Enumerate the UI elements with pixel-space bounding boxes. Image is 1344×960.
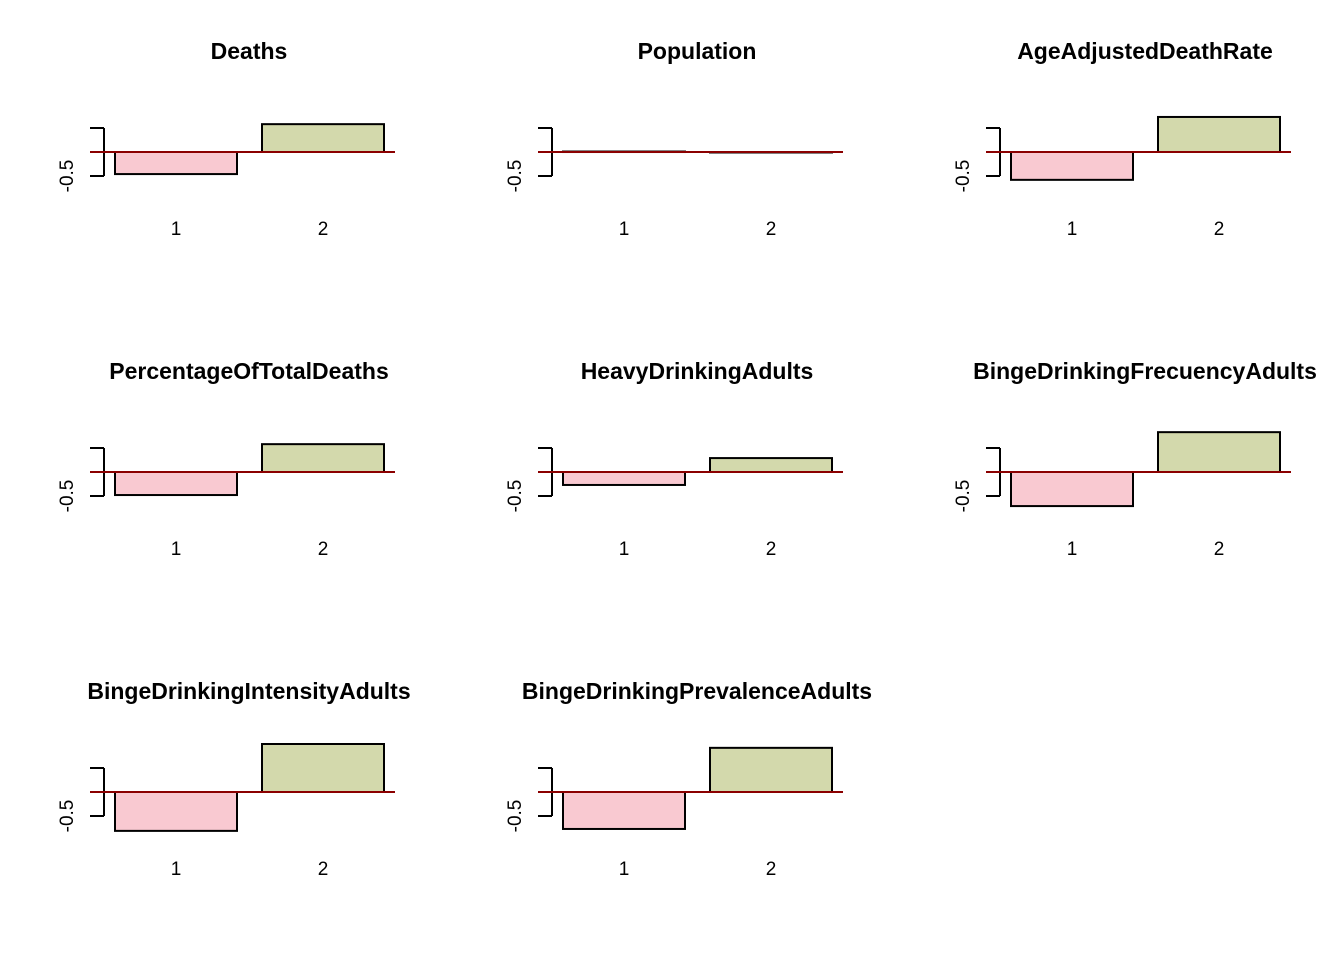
bar — [562, 791, 686, 830]
chart-title: BingeDrinkingPrevalenceAdults — [522, 678, 872, 704]
chart-title: BingeDrinkingIntensityAdults — [87, 678, 410, 704]
y-tick-label: -0.5 — [57, 480, 78, 513]
bar — [1157, 431, 1281, 474]
y-tick-label: -0.5 — [505, 800, 526, 833]
bar — [1010, 151, 1134, 181]
x-tick-label: 2 — [1214, 219, 1225, 240]
bar — [114, 471, 238, 497]
panel: PercentageOfTotalDeaths -0.5 1 2 — [57, 358, 395, 560]
panel: HeavyDrinkingAdults -0.5 1 2 — [505, 358, 843, 560]
x-tick-label: 1 — [619, 859, 630, 880]
bar — [114, 791, 238, 832]
x-tick-label: 1 — [619, 219, 630, 240]
x-tick-label: 1 — [171, 539, 182, 560]
bar — [261, 123, 385, 154]
y-tick-label: -0.5 — [953, 160, 974, 193]
bar — [562, 471, 686, 486]
bar — [261, 443, 385, 474]
x-tick-label: 2 — [318, 219, 329, 240]
x-tick-label: 1 — [1067, 539, 1078, 560]
panel: BingeDrinkingPrevalenceAdults -0.5 1 2 — [505, 678, 872, 880]
bar — [114, 151, 238, 176]
chart-title: AgeAdjustedDeathRate — [1017, 38, 1273, 64]
y-tick-label: -0.5 — [505, 160, 526, 193]
x-tick-label: 2 — [318, 539, 329, 560]
x-tick-label: 2 — [318, 859, 329, 880]
chart-title: BingeDrinkingFrecuencyAdults — [973, 358, 1317, 384]
y-tick-label: -0.5 — [505, 480, 526, 513]
x-tick-label: 1 — [1067, 219, 1078, 240]
bar — [261, 743, 385, 793]
x-tick-label: 2 — [1214, 539, 1225, 560]
panel: Population -0.5 1 2 — [505, 38, 843, 240]
bar — [1157, 115, 1281, 153]
panel: Deaths -0.5 1 2 — [57, 38, 395, 240]
x-tick-label: 2 — [766, 859, 777, 880]
x-tick-label: 2 — [766, 219, 777, 240]
y-tick-label: -0.5 — [57, 160, 78, 193]
x-tick-label: 2 — [766, 539, 777, 560]
y-tick-label: -0.5 — [57, 800, 78, 833]
chart-title: Population — [638, 38, 757, 64]
x-tick-label: 1 — [619, 539, 630, 560]
chart-title: HeavyDrinkingAdults — [581, 358, 814, 384]
chart-title: Deaths — [211, 38, 288, 64]
x-tick-label: 1 — [171, 859, 182, 880]
panel: BingeDrinkingIntensityAdults -0.5 1 2 — [57, 678, 411, 880]
bar — [1010, 471, 1134, 508]
bar — [709, 746, 833, 794]
bar — [709, 457, 833, 473]
y-tick-label: -0.5 — [953, 480, 974, 513]
panel: BingeDrinkingFrecuencyAdults -0.5 1 2 — [953, 358, 1317, 560]
x-tick-label: 1 — [171, 219, 182, 240]
panel: AgeAdjustedDeathRate -0.5 1 2 — [953, 38, 1291, 240]
chart-title: PercentageOfTotalDeaths — [109, 358, 388, 384]
